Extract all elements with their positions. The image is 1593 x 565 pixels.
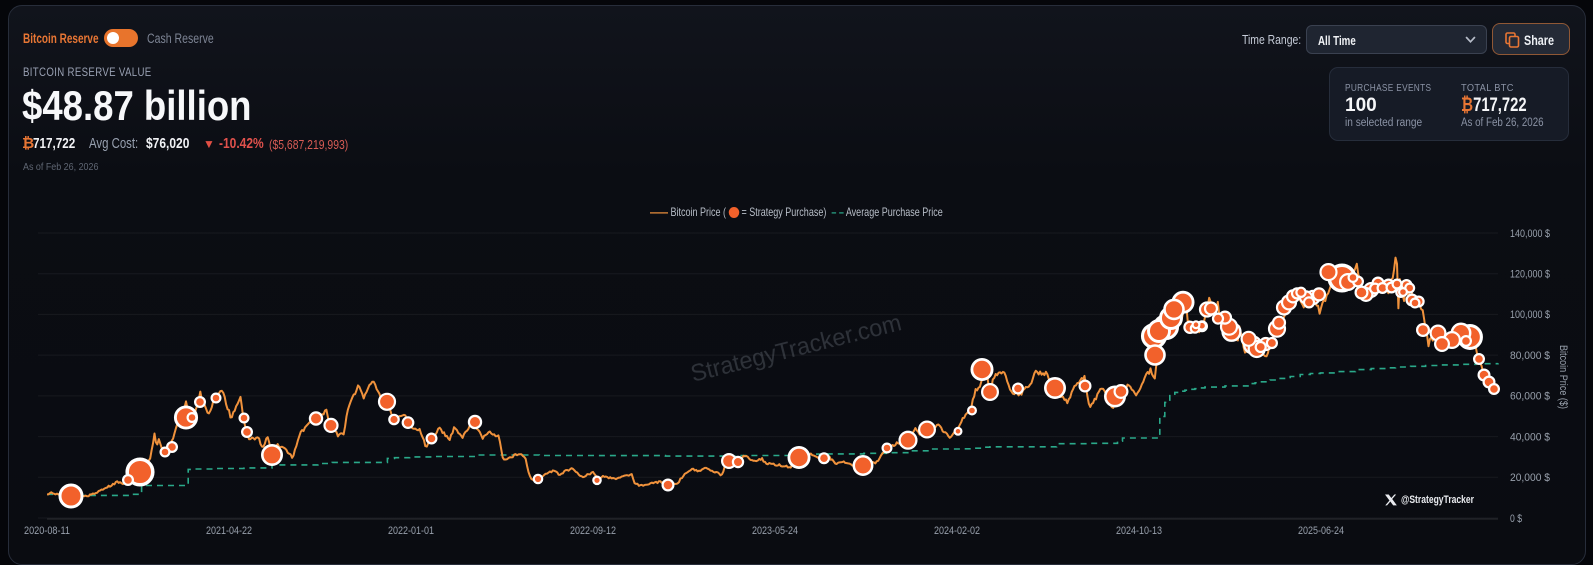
svg-text:@StrategyTracker: @StrategyTracker — [1401, 494, 1475, 506]
svg-text:2024-10-13: 2024-10-13 — [1116, 525, 1162, 537]
svg-text:0 $: 0 $ — [1510, 513, 1522, 525]
svg-text:140,000 $: 140,000 $ — [1510, 228, 1550, 240]
svg-text:2022-01-01: 2022-01-01 — [388, 525, 434, 537]
svg-text:2024-02-02: 2024-02-02 — [934, 525, 980, 537]
svg-text:100,000 $: 100,000 $ — [1510, 309, 1550, 321]
svg-text:2020-08-11: 2020-08-11 — [24, 525, 70, 537]
svg-text:40,000 $: 40,000 $ — [1510, 431, 1550, 443]
svg-text:80,000 $: 80,000 $ — [1510, 350, 1550, 362]
svg-text:2025-06-24: 2025-06-24 — [1298, 525, 1344, 537]
svg-text:Bitcoin Price ($): Bitcoin Price ($) — [1557, 345, 1569, 409]
svg-text:2022-09-12: 2022-09-12 — [570, 525, 616, 537]
svg-text:StrategyTracker.com: StrategyTracker.com — [688, 309, 904, 387]
svg-text:20,000 $: 20,000 $ — [1510, 472, 1550, 484]
svg-text:120,000 $: 120,000 $ — [1510, 269, 1550, 281]
svg-text:60,000 $: 60,000 $ — [1510, 391, 1550, 403]
svg-text:2023-05-24: 2023-05-24 — [752, 525, 798, 537]
svg-text:2021-04-22: 2021-04-22 — [206, 525, 252, 537]
